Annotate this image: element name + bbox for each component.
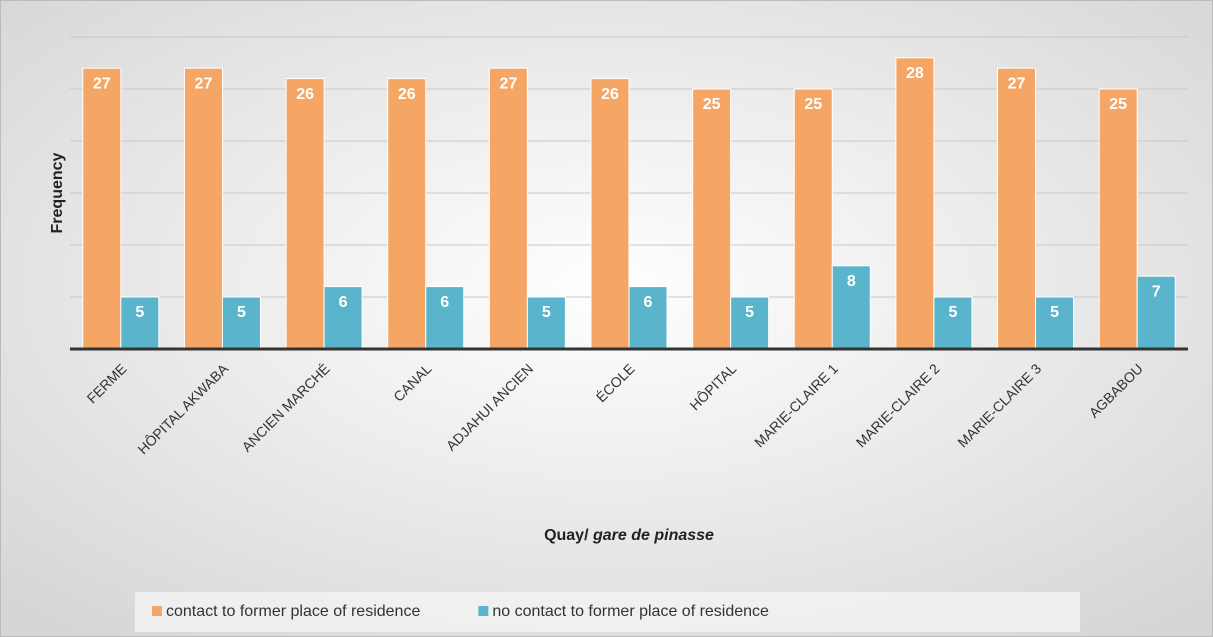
value-label: 25 — [804, 96, 822, 113]
value-label: 6 — [440, 294, 449, 311]
legend-swatch — [152, 606, 162, 616]
value-label: 5 — [542, 304, 551, 321]
value-label: 6 — [339, 294, 348, 311]
legend-box — [135, 592, 1080, 632]
bar — [488, 67, 528, 350]
value-label: 5 — [237, 304, 246, 321]
value-label: 27 — [1008, 75, 1026, 92]
bar — [590, 78, 630, 350]
bar — [997, 67, 1037, 350]
value-label: 8 — [847, 273, 856, 290]
bar — [730, 296, 770, 350]
value-label: 28 — [906, 65, 924, 82]
bar — [895, 57, 935, 350]
x-axis-label: Quay/ gare de pinasse — [544, 527, 714, 544]
y-axis-label: Frequency — [49, 152, 66, 233]
legend-label: contact to former place of residence — [166, 603, 420, 620]
bar — [82, 67, 122, 350]
value-label: 5 — [1050, 304, 1059, 321]
value-label: 27 — [195, 75, 213, 92]
bar — [1035, 296, 1075, 350]
bar — [425, 286, 465, 350]
value-label: 5 — [135, 304, 144, 321]
value-label: 27 — [93, 75, 111, 92]
value-label: 25 — [703, 96, 721, 113]
bar — [526, 296, 566, 350]
bar — [933, 296, 973, 350]
x-axis-label-main: Quay/ — [544, 527, 589, 544]
bar — [183, 67, 223, 350]
bar — [793, 88, 833, 350]
bar — [221, 296, 261, 350]
value-label: 26 — [398, 86, 416, 103]
bar — [285, 78, 325, 350]
bar — [692, 88, 732, 350]
legend-swatch — [478, 606, 489, 616]
bar — [831, 265, 871, 350]
value-label: 7 — [1152, 283, 1161, 300]
value-label: 5 — [948, 304, 957, 321]
value-label: 26 — [296, 86, 314, 103]
value-label: 5 — [745, 304, 754, 321]
bar — [387, 78, 427, 350]
value-label: 27 — [499, 75, 517, 92]
bar — [323, 286, 363, 350]
value-label: 6 — [644, 294, 653, 311]
bar — [1098, 88, 1138, 350]
x-axis-label-italic: gare de pinasse — [592, 527, 714, 544]
value-label: 26 — [601, 86, 619, 103]
bar — [628, 286, 668, 350]
bar — [120, 296, 160, 350]
value-label: 25 — [1109, 96, 1127, 113]
legend-label: no contact to former place of residence — [492, 603, 769, 620]
